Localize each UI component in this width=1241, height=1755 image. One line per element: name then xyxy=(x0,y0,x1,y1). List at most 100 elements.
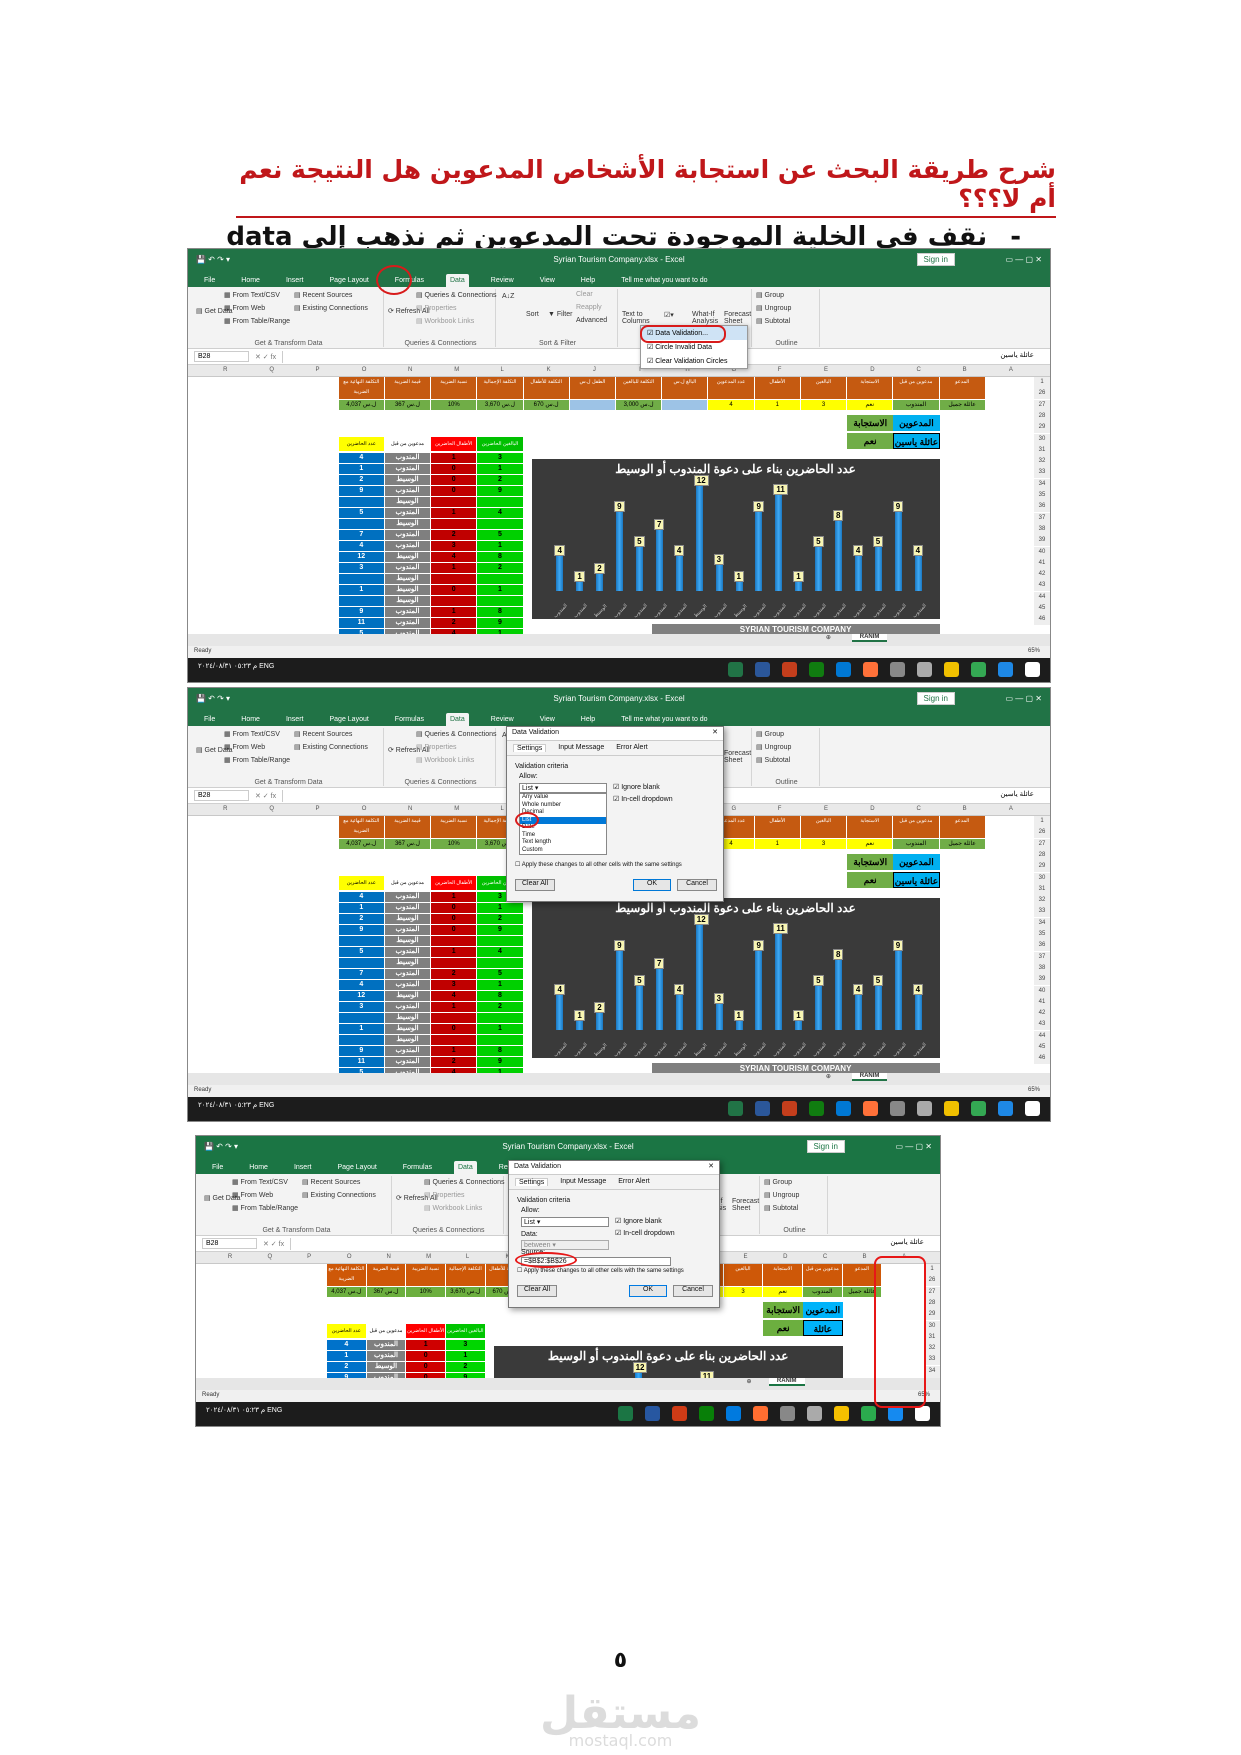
data-cell-B[interactable]: عائلة جميل xyxy=(939,839,985,849)
from-web-button[interactable]: ▦ From Web xyxy=(224,744,266,751)
lookup-value-response[interactable]: نعم xyxy=(847,433,894,449)
taskbar-app-icon[interactable] xyxy=(971,1101,986,1116)
column-header-G[interactable]: G xyxy=(731,806,737,812)
lookup-value-response[interactable]: نعم xyxy=(763,1320,803,1336)
table2-cell[interactable]: 9 xyxy=(338,486,384,496)
what-if-button[interactable]: What-If Analysis xyxy=(692,311,719,325)
table2-cell[interactable]: 11 xyxy=(338,618,384,628)
table2-cell[interactable]: المندوب xyxy=(384,925,431,935)
table2-cell[interactable] xyxy=(431,519,477,529)
data-select[interactable]: between ▾ xyxy=(521,1240,609,1250)
subtotal-button[interactable]: ▤ Subtotal xyxy=(756,757,791,764)
column-header-K[interactable]: K xyxy=(546,367,551,373)
taskbar-app-icon[interactable] xyxy=(863,662,878,677)
column-header-M[interactable]: M xyxy=(426,1254,432,1260)
queries-connections-button[interactable]: ▤ Queries & Connections xyxy=(416,292,497,299)
column-header-F[interactable]: F xyxy=(777,806,782,812)
table2-cell[interactable]: 0 xyxy=(431,585,477,595)
window-controls[interactable]: ▭ — ▢ ✕ xyxy=(1005,693,1043,703)
table2-cell[interactable]: 2 xyxy=(477,914,523,924)
forecast-sheet-button[interactable]: Forecast Sheet xyxy=(732,1198,760,1212)
dialog-tab-error-alert[interactable]: Error Alert xyxy=(616,744,648,751)
table2-cell[interactable]: 1 xyxy=(338,1024,384,1034)
table2-cell[interactable]: المندوب xyxy=(384,464,431,474)
table2-cell[interactable]: 9 xyxy=(477,925,523,935)
table2-cell[interactable] xyxy=(431,497,477,507)
lookup-value-invited[interactable]: عائلة ياسين xyxy=(893,872,940,888)
existing-connections-button[interactable]: ▤ Existing Connections xyxy=(294,744,368,751)
header-cell-M[interactable]: نسبة الضريبة xyxy=(431,377,477,399)
header-cell-F[interactable]: الأطفال xyxy=(754,816,800,838)
tab-review[interactable]: Review xyxy=(490,716,514,723)
existing-connections-button[interactable]: ▤ Existing Connections xyxy=(302,1192,376,1199)
recent-sources-button[interactable]: ▤ Recent Sources xyxy=(294,292,353,299)
table2-cell[interactable]: 12 xyxy=(338,552,384,562)
add-sheet-icon[interactable]: ⊕ xyxy=(825,1074,831,1080)
table2-cell[interactable]: 3 xyxy=(431,980,477,990)
header-cell-C[interactable]: مدعوين من قبل xyxy=(893,377,939,399)
column-header-M[interactable]: M xyxy=(454,806,460,812)
recent-sources-button[interactable]: ▤ Recent Sources xyxy=(294,731,353,738)
table2-cell[interactable]: المندوب xyxy=(384,453,431,463)
column-header-G[interactable]: G xyxy=(731,367,737,373)
table2-cell[interactable]: الوسيط xyxy=(384,574,431,584)
table2-cell[interactable]: 0 xyxy=(406,1351,445,1361)
column-header-N[interactable]: N xyxy=(408,806,413,812)
tab-insert[interactable]: Insert xyxy=(285,716,304,723)
table2-cell[interactable]: 4 xyxy=(477,947,523,957)
column-header-O[interactable]: O xyxy=(361,367,367,373)
column-header-K[interactable]: K xyxy=(506,1254,510,1260)
data-cell-B[interactable]: عائلة جميل xyxy=(842,1287,882,1297)
quick-access-toolbar[interactable]: 💾 ↶ ↷ ▾ xyxy=(196,693,231,703)
data-cell-C[interactable]: المندوب xyxy=(803,1287,842,1297)
tab-formulas[interactable]: Formulas xyxy=(394,716,424,723)
workbook-links-button[interactable]: ▤ Workbook Links xyxy=(416,318,475,325)
group-button[interactable]: ▤ Group xyxy=(756,292,785,299)
table2-cell[interactable]: 2 xyxy=(338,475,384,485)
table2-cell[interactable]: 1 xyxy=(431,607,477,617)
table2-cell[interactable]: الوسيط xyxy=(384,519,431,529)
table2-cell[interactable]: 2 xyxy=(477,1002,523,1012)
existing-connections-button[interactable]: ▤ Existing Connections xyxy=(294,305,368,312)
column-header-M[interactable]: M xyxy=(454,367,460,373)
column-header-P[interactable]: P xyxy=(315,806,320,812)
table2-cell[interactable]: الوسيط xyxy=(384,1013,431,1023)
ungroup-button[interactable]: ▤ Ungroup xyxy=(764,1192,800,1199)
header-cell-L[interactable]: التكلفة الإجمالية xyxy=(446,1264,485,1286)
taskbar-app-icon[interactable] xyxy=(755,1101,770,1116)
table2-cell[interactable]: 1 xyxy=(338,585,384,595)
formula-input[interactable]: عائلة ياسين xyxy=(282,789,1044,802)
table2-cell[interactable] xyxy=(338,936,384,946)
column-header-H[interactable]: H xyxy=(685,367,690,373)
header-cell-O[interactable]: التكلفة النهائية مع الضريبة xyxy=(338,816,384,838)
tab-file[interactable]: File xyxy=(204,277,216,284)
column-header-D[interactable]: D xyxy=(870,367,875,373)
data-cell-F[interactable]: 1 xyxy=(754,839,800,849)
table2-cell[interactable]: 1 xyxy=(477,541,523,551)
menu-item[interactable]: ☑ Clear Validation Circles xyxy=(647,358,728,365)
from-text-button[interactable]: ▦ From Text/CSV xyxy=(224,731,280,738)
header-cell-O[interactable]: التكلفة النهائية مع الضريبة xyxy=(338,377,384,399)
table2-cell[interactable]: 3 xyxy=(338,1002,384,1012)
clear-button[interactable]: Clear xyxy=(576,291,593,298)
window-controls[interactable]: ▭ — ▢ ✕ xyxy=(895,1141,933,1151)
taskbar-app-icon[interactable] xyxy=(861,1406,876,1421)
sort-button[interactable]: Sort xyxy=(526,311,539,318)
ok-button[interactable]: OK xyxy=(629,1285,667,1297)
table2-cell[interactable]: 9 xyxy=(338,1046,384,1056)
table2-cell[interactable]: 3 xyxy=(477,892,523,902)
table2-cell[interactable]: 7 xyxy=(338,969,384,979)
column-header-R[interactable]: R xyxy=(223,367,228,373)
properties-button[interactable]: ▤ Properties xyxy=(416,744,457,751)
table2-cell[interactable]: الوسيط xyxy=(366,1362,406,1372)
table2-cell[interactable]: الوسيط xyxy=(384,475,431,485)
table2-cell[interactable]: المندوب xyxy=(384,618,431,628)
data-cell-M[interactable]: 10% xyxy=(406,1287,445,1297)
sign-in-button[interactable]: Sign in xyxy=(916,252,955,266)
allow-option[interactable]: Time xyxy=(522,831,536,838)
taskbar-app-icon[interactable] xyxy=(809,1101,824,1116)
tab-page-layout[interactable]: Page Layout xyxy=(337,1164,377,1171)
table2-cell[interactable]: المندوب xyxy=(384,530,431,540)
zoom-level[interactable]: 65% xyxy=(1027,1087,1040,1093)
lookup-value-invited[interactable]: عائلة ياسين xyxy=(893,433,940,449)
